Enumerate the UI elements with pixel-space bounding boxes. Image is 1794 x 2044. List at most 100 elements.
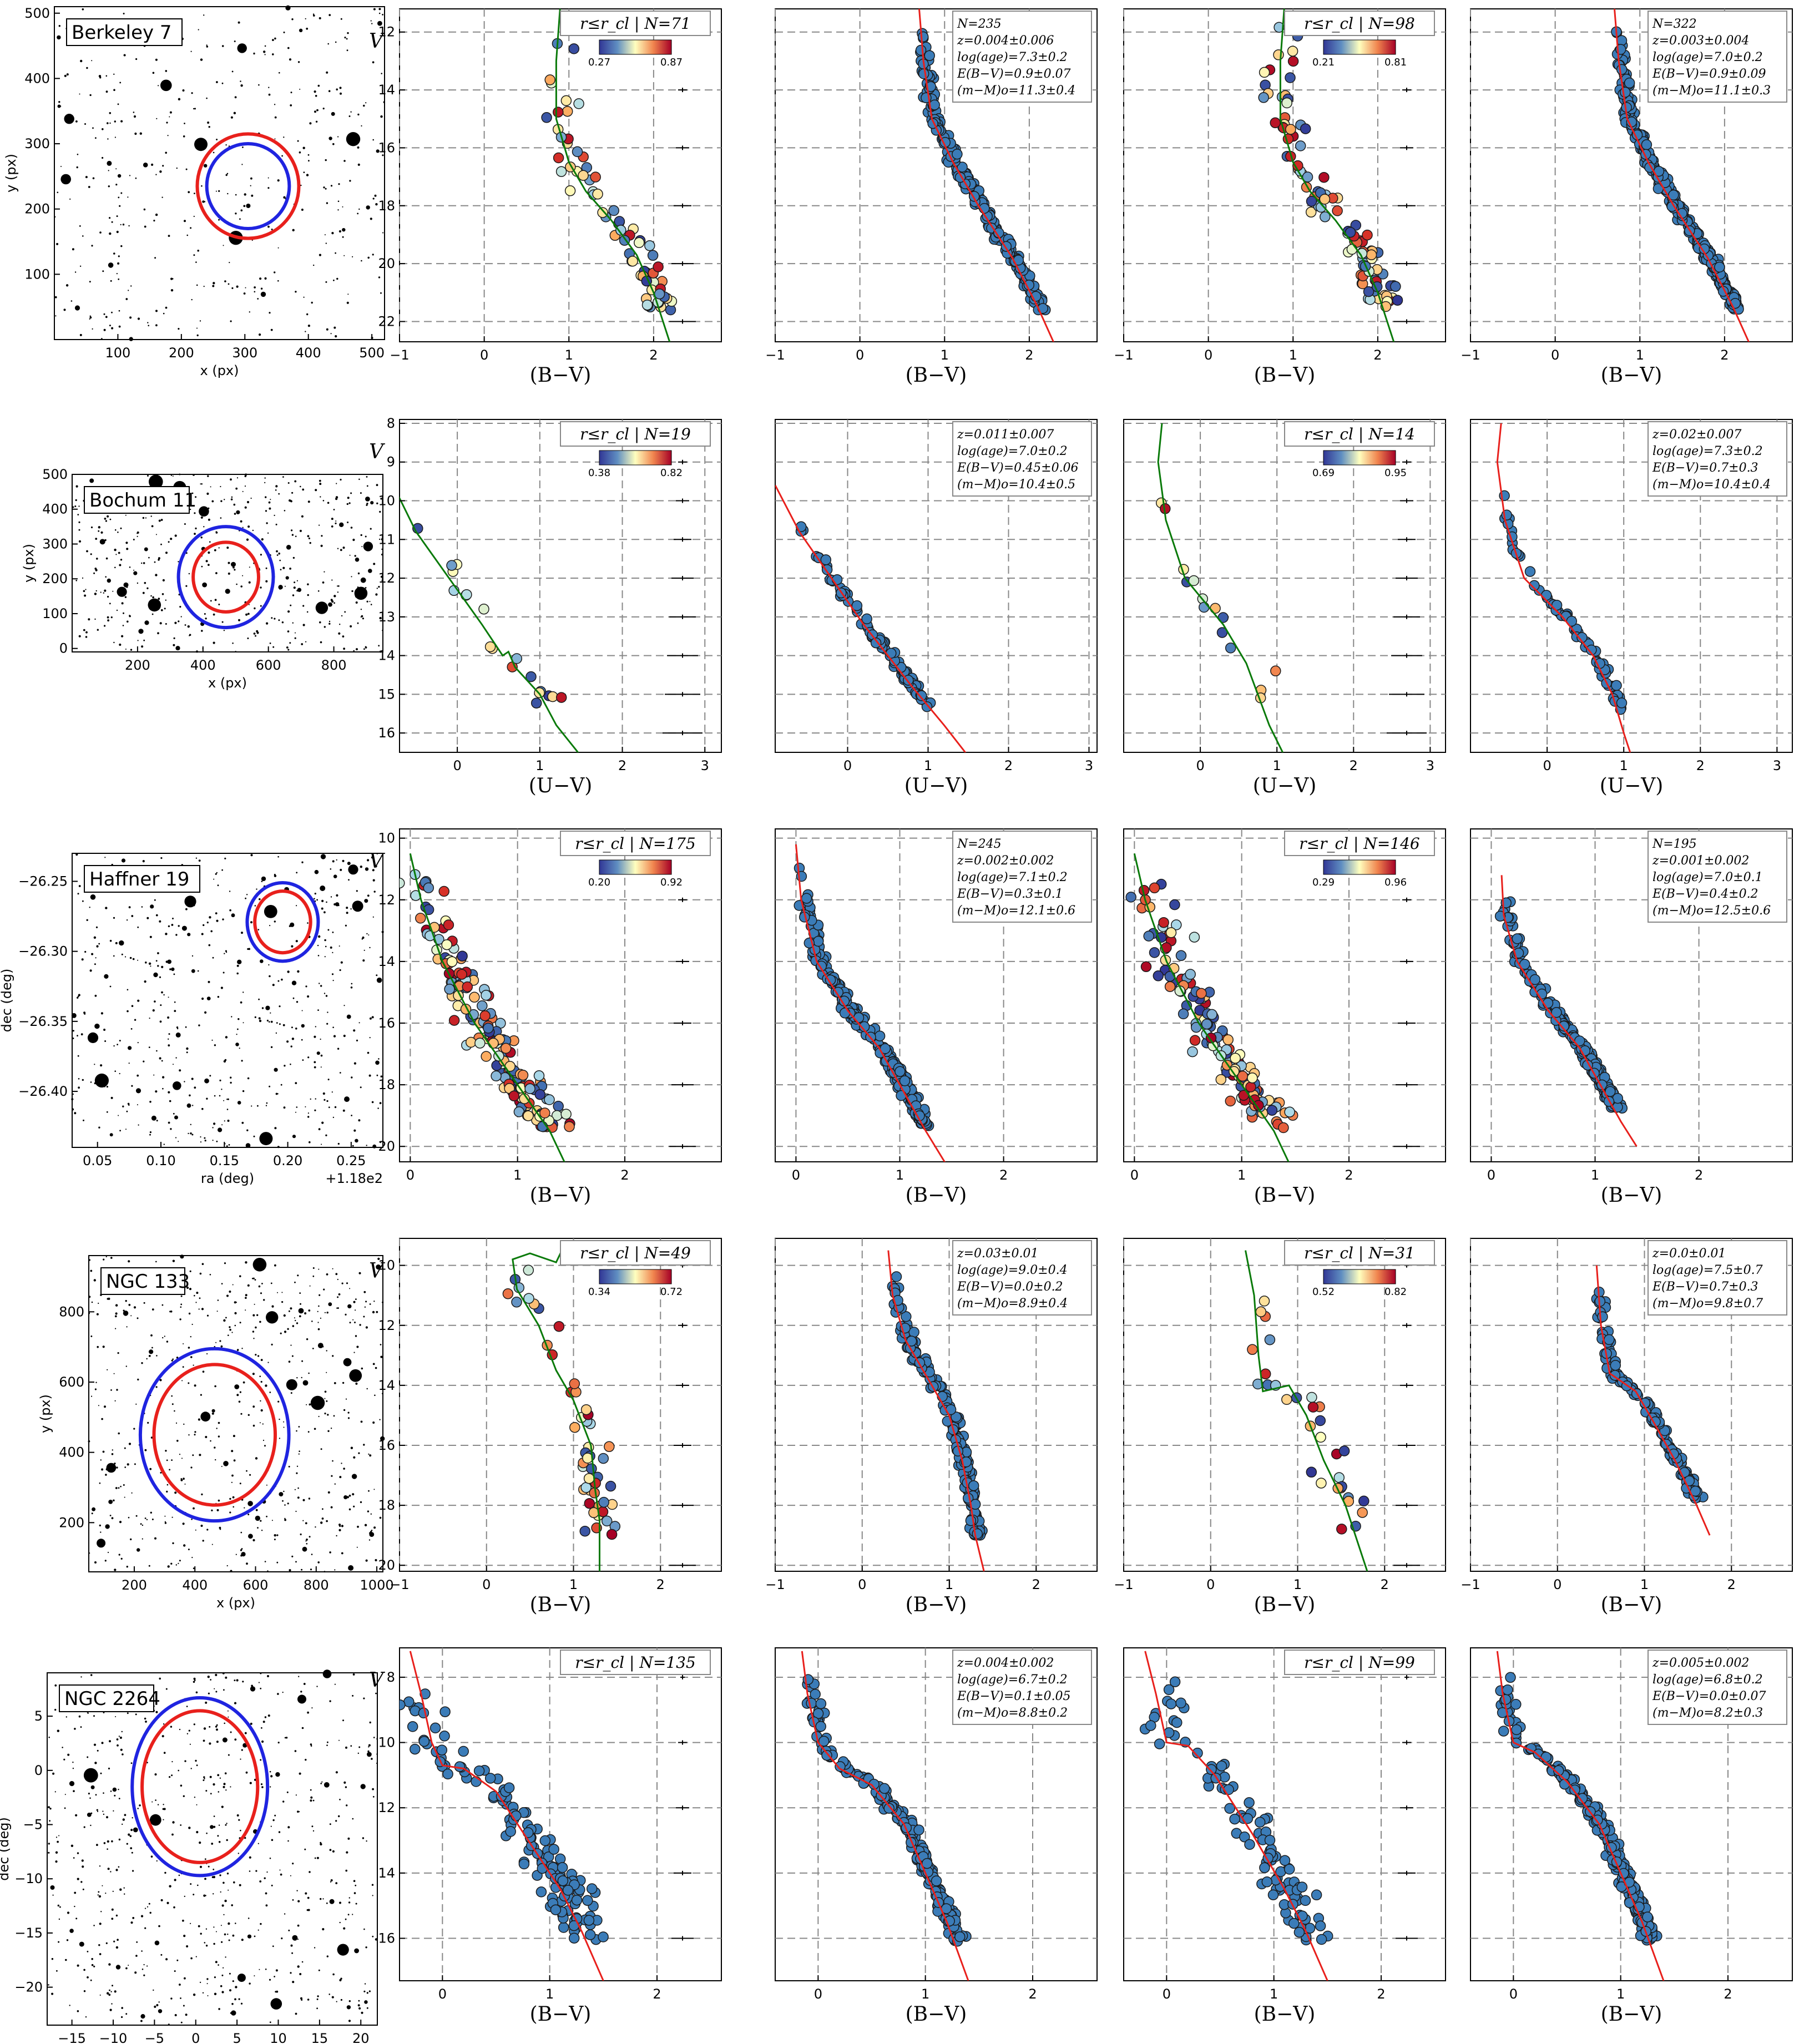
star-marker — [137, 1548, 140, 1552]
star-point — [569, 1378, 580, 1389]
star-marker — [290, 104, 292, 107]
star-marker — [228, 1144, 230, 1146]
colorbar — [1323, 1269, 1396, 1284]
star-marker — [307, 922, 309, 924]
star-marker — [317, 1343, 324, 1349]
star-marker — [111, 1517, 114, 1520]
star-marker — [206, 996, 211, 1000]
star-marker — [158, 519, 161, 522]
star-marker — [208, 518, 210, 521]
star-marker — [78, 994, 80, 996]
star-point — [572, 146, 583, 158]
cluster-radius-circle — [205, 142, 291, 231]
star-marker — [77, 996, 79, 999]
star-marker — [196, 334, 199, 337]
isochrone-line — [555, 9, 671, 342]
star-marker — [368, 1539, 371, 1541]
star-marker — [289, 568, 291, 570]
star-marker — [271, 1520, 273, 1521]
x-axis-label: (B−V) — [906, 1184, 967, 1207]
star-marker — [183, 1935, 186, 1937]
star-marker — [128, 906, 131, 909]
star-marker — [320, 1038, 321, 1040]
star-marker — [357, 572, 360, 575]
star-marker — [87, 1032, 99, 1043]
star-marker — [123, 590, 125, 593]
x-tick-label: −1 — [1461, 1577, 1480, 1592]
star-marker — [161, 196, 163, 198]
star-marker — [324, 1312, 326, 1313]
x-tick-label: 1 — [569, 1577, 578, 1592]
star-marker — [248, 604, 250, 605]
star-marker — [325, 945, 327, 948]
star-marker — [159, 920, 161, 923]
star-marker — [184, 624, 186, 626]
x-tick-label: 1 — [1636, 347, 1644, 363]
star-marker — [358, 478, 360, 480]
star-marker — [86, 550, 88, 553]
star-marker — [175, 1422, 178, 1424]
star-marker — [329, 136, 332, 140]
star-marker — [334, 1483, 336, 1485]
star-point — [1270, 117, 1281, 129]
star-point — [924, 50, 935, 61]
star-marker — [179, 1728, 181, 1731]
x-tick-label: 1 — [924, 758, 932, 773]
star-marker — [268, 87, 270, 88]
star-marker — [264, 477, 266, 479]
star-marker — [218, 604, 220, 605]
star-point — [1306, 1392, 1317, 1403]
star-marker — [267, 1570, 269, 1572]
star-marker — [74, 271, 77, 273]
star-marker — [173, 973, 175, 975]
star-marker — [294, 581, 296, 584]
star-marker — [214, 1385, 216, 1388]
star-marker — [128, 1104, 130, 1106]
axes-frame — [72, 853, 383, 1148]
star-point — [533, 1070, 545, 1081]
star-marker — [226, 1145, 228, 1147]
star-marker — [360, 609, 362, 610]
star-point — [481, 990, 492, 1001]
star-marker — [228, 561, 230, 564]
star-marker — [356, 1039, 358, 1041]
star-marker — [125, 1300, 127, 1302]
star-marker — [382, 14, 383, 16]
star-marker — [160, 857, 163, 859]
star-marker — [332, 1355, 334, 1357]
star-marker — [359, 1324, 361, 1326]
star-marker — [118, 552, 120, 554]
star-point — [1616, 35, 1628, 46]
star-marker — [127, 620, 129, 623]
cmd-plot: 0 1 2 3(U−V)r≤r_cl | N=140.69 0.95 — [1123, 419, 1446, 797]
star-marker — [226, 1294, 229, 1297]
star-marker — [249, 1782, 252, 1784]
axes-frame — [47, 1672, 378, 2026]
star-point — [895, 1066, 906, 1077]
star-marker — [105, 75, 108, 77]
star-marker — [306, 611, 309, 613]
star-point — [917, 31, 929, 43]
x-tick-label: −1 — [390, 1577, 409, 1592]
star-marker — [318, 935, 321, 938]
star-marker — [291, 1952, 294, 1954]
star-marker — [90, 526, 93, 529]
star-marker — [143, 208, 146, 211]
star-marker — [157, 965, 159, 967]
star-marker — [110, 280, 112, 282]
star-marker — [225, 589, 230, 594]
star-marker — [265, 510, 267, 512]
star-point — [580, 1404, 592, 1415]
star-marker — [109, 232, 112, 235]
star-marker — [204, 1878, 206, 1880]
star-marker — [352, 1319, 354, 1320]
star-marker — [124, 1466, 127, 1468]
star-marker — [301, 1377, 302, 1379]
star-marker — [199, 1454, 201, 1456]
star-point — [1164, 981, 1176, 992]
star-marker — [274, 1539, 276, 1541]
star-marker — [88, 1440, 90, 1443]
star-marker — [239, 1048, 240, 1049]
star-marker — [346, 907, 348, 909]
